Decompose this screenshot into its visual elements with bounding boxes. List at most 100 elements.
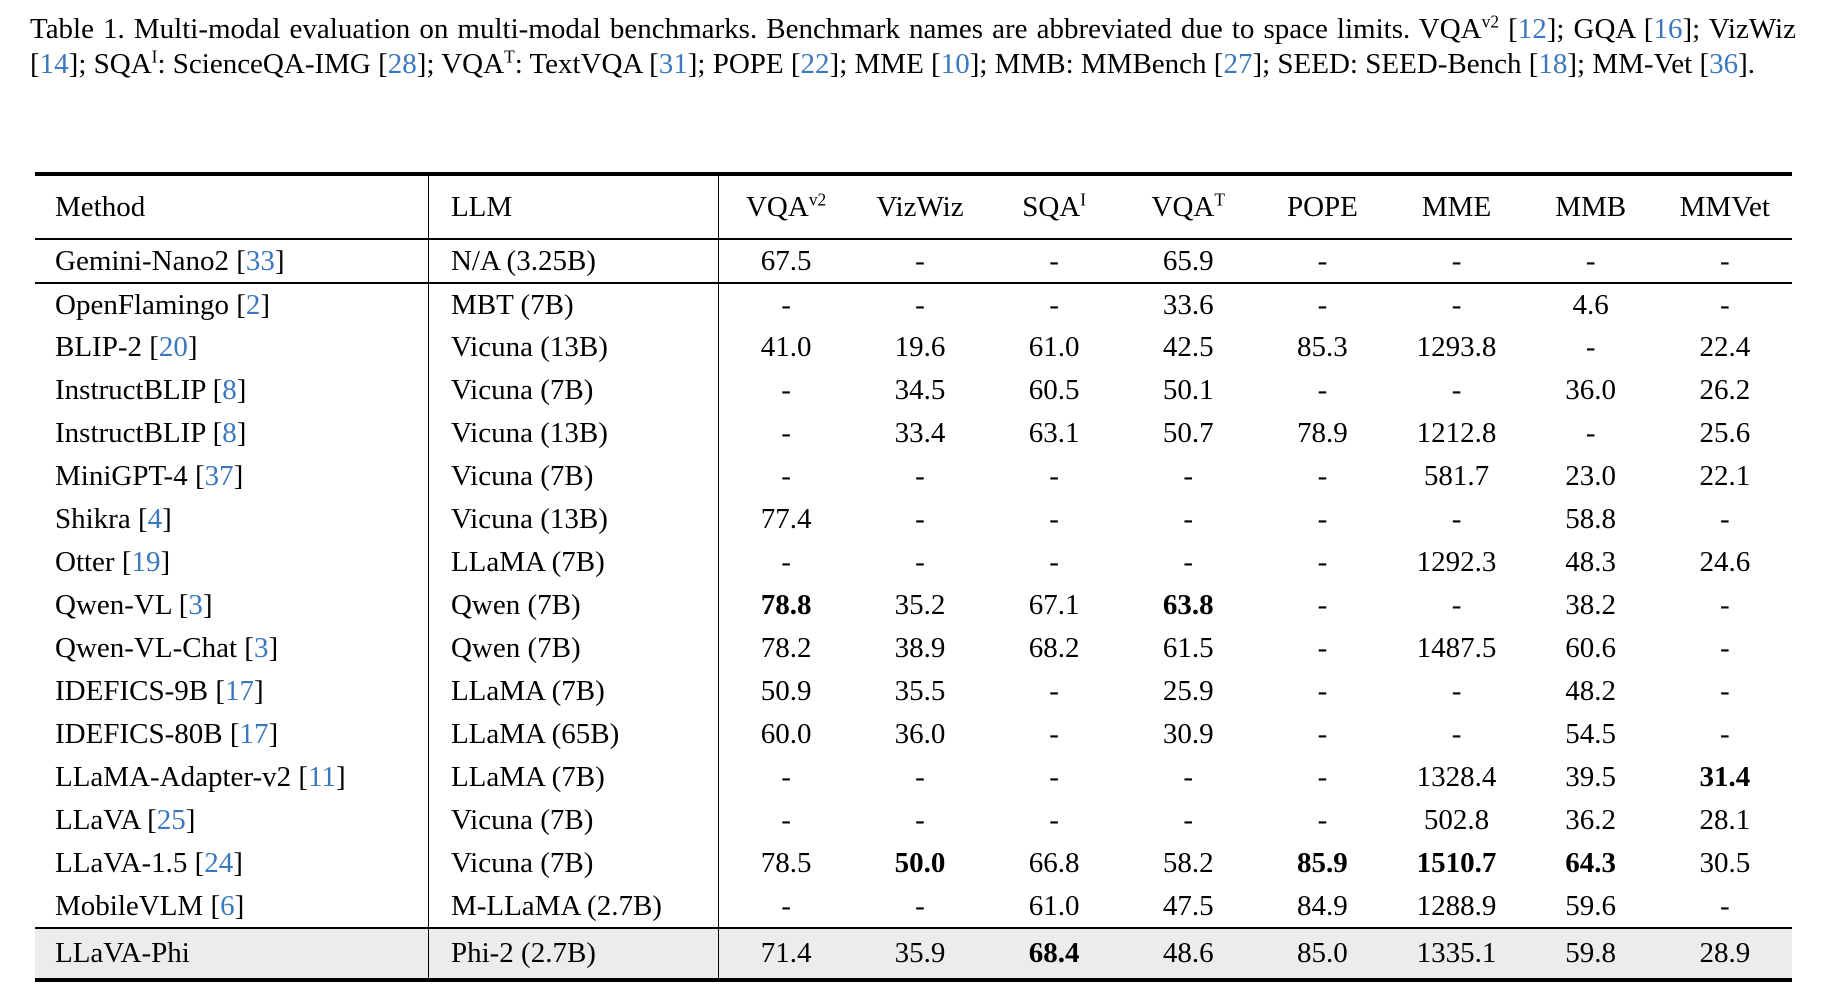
score-cell: -	[1451, 374, 1462, 406]
score-cell: 68.2	[1028, 632, 1080, 664]
column-header-mme: MME	[1389, 174, 1524, 240]
citation-link[interactable]: 8	[222, 374, 237, 406]
score-cell: 59.8	[1523, 928, 1658, 980]
citation-link[interactable]: 37	[204, 460, 234, 492]
score-cell: -	[1183, 804, 1194, 836]
citation-link[interactable]: 14	[39, 48, 69, 80]
column-header-llm: LLM	[427, 174, 719, 240]
score-cell: 68.4	[987, 928, 1122, 980]
citation-link[interactable]: 6	[220, 889, 235, 922]
score-cell: -	[1183, 460, 1194, 492]
score-cell: -	[1317, 675, 1328, 707]
citation-link[interactable]: 27	[1223, 48, 1253, 80]
score-cell: 67.1	[1028, 589, 1080, 621]
citation-link[interactable]: 11	[308, 761, 337, 793]
score-cell: -	[1523, 239, 1658, 284]
table-row-llava: LLaVA [25] Vicuna (7B) - - - - -502.8 36.2 28.1	[35, 799, 1792, 842]
score-cell: -	[1451, 589, 1462, 621]
score-cell: -	[852, 239, 988, 284]
score-cell: -	[1049, 718, 1059, 750]
score-cell: 28.1	[1699, 804, 1751, 836]
score-cell: 50.9	[718, 670, 853, 713]
method-cell: InstructBLIP [8]	[55, 417, 247, 449]
citation-link[interactable]: 10	[940, 48, 970, 80]
citation-link[interactable]: 17	[239, 718, 269, 750]
column-header-vqav2: VQAv2	[718, 174, 853, 240]
citation-link[interactable]: 17	[225, 675, 254, 707]
score-cell: 1487.5	[1416, 632, 1497, 664]
score-cell: -	[987, 239, 1122, 284]
score-cell: -	[1720, 718, 1730, 750]
score-cell: 78.9	[1297, 417, 1348, 449]
citation-link[interactable]: 19	[131, 546, 161, 578]
method-cell: Gemini-Nano2 [33]	[35, 239, 429, 284]
score-cell: -	[1317, 761, 1328, 793]
method-cell: LLaVA-Phi	[35, 928, 429, 980]
citation-link[interactable]: 31	[658, 48, 688, 80]
score-cell: 502.8	[1423, 804, 1490, 836]
score-cell: 25.6	[1699, 417, 1751, 449]
citation-link[interactable]: 25	[156, 804, 186, 836]
score-cell: 28.9	[1657, 928, 1792, 980]
score-cell: 1335.1	[1389, 928, 1524, 980]
citation-link[interactable]: 24	[204, 847, 234, 879]
score-cell: 77.4	[718, 498, 853, 541]
score-cell: -	[852, 885, 988, 929]
table-row-gemini-nano2: Gemini-Nano2 [33] N/A (3.25B) 67.5- -65.9- -…	[35, 239, 1792, 284]
results-table-container: Method LLM VQAv2 VizWiz SQAI VQAT POPE MME MMB MM…	[35, 172, 1792, 982]
citation-link[interactable]: 3	[253, 632, 269, 664]
score-cell: -	[718, 283, 853, 326]
score-cell: 34.5	[894, 374, 946, 406]
llm-cell: Vicuna (13B)	[427, 412, 719, 455]
citation-link[interactable]: 28	[387, 48, 417, 80]
llm-cell: LLaMA (7B)	[427, 541, 719, 584]
citation-link[interactable]: 20	[158, 331, 188, 363]
score-cell: 33.6	[1162, 288, 1214, 321]
column-header-method: Method	[35, 174, 429, 240]
score-cell: 39.5	[1565, 761, 1617, 793]
llm-cell: LLaMA (7B)	[427, 670, 719, 713]
score-cell: -	[718, 369, 853, 412]
llm-cell: Qwen (7B)	[427, 627, 719, 670]
table-row-qwen-vl: Qwen-VL [3] Qwen (7B) 78.8 35.2 67.1 63.8 - - 38…	[35, 584, 1792, 627]
method-cell: Qwen-VL [3]	[55, 589, 213, 621]
score-cell: -	[1389, 239, 1524, 284]
benchmark-superscript: v2	[1481, 11, 1500, 32]
score-cell: 38.9	[894, 632, 946, 664]
score-cell: 26.2	[1699, 374, 1751, 406]
citation-link[interactable]: 4	[147, 503, 163, 535]
score-cell: 61.0	[1028, 331, 1080, 363]
llm-cell: M-LLaMA (2.7B)	[427, 885, 719, 929]
score-cell: -	[1049, 675, 1059, 707]
citation-link[interactable]: 36	[1709, 48, 1739, 80]
citation-link[interactable]: 3	[188, 589, 203, 621]
score-cell: 1510.7	[1416, 847, 1497, 879]
column-header-sqai: SQAI	[987, 174, 1122, 240]
citation-link[interactable]: 2	[245, 288, 261, 321]
citation-link[interactable]: 22	[800, 48, 830, 80]
score-cell: 64.3	[1565, 847, 1617, 879]
table-row-mobilevlm: MobileVLM [6] M-LLaMA (2.7B) - -61.0 47.5 84.…	[35, 885, 1792, 929]
score-cell: -	[1049, 761, 1059, 793]
table-row-instructblip: InstructBLIP [8] Vicuna (13B) -33.4 63.1 50.…	[35, 412, 1792, 455]
table-row-otter: Otter [19] LLaMA (7B) - - - - -1292.3 48.3 24.6	[35, 541, 1792, 584]
score-cell: -	[718, 885, 853, 929]
citation-link[interactable]: 12	[1517, 13, 1547, 45]
citation-link[interactable]: 8	[222, 417, 237, 449]
score-cell: -	[1317, 804, 1328, 836]
score-cell: -	[915, 460, 925, 492]
score-cell: 1212.8	[1416, 417, 1497, 449]
score-cell: 1328.4	[1416, 761, 1497, 793]
score-cell: 60.5	[1028, 374, 1080, 406]
citation-link[interactable]: 16	[1653, 13, 1683, 45]
score-cell: 22.1	[1699, 460, 1751, 492]
method-cell: Qwen-VL-Chat [3]	[55, 632, 279, 664]
score-cell: -	[1317, 374, 1328, 406]
score-cell: 30.9	[1162, 718, 1214, 750]
citation-link[interactable]: 18	[1538, 48, 1568, 80]
score-cell: 1293.8	[1416, 331, 1497, 363]
table-row-openflamingo: OpenFlamingo [2] MBT (7B) - - -33.6- -4.6-	[35, 283, 1792, 326]
table-row-instructblip: InstructBLIP [8] Vicuna (7B) -34.5 60.5 50.1…	[35, 369, 1792, 412]
score-cell: 36.0	[894, 718, 946, 750]
citation-link[interactable]: 33	[245, 244, 275, 277]
